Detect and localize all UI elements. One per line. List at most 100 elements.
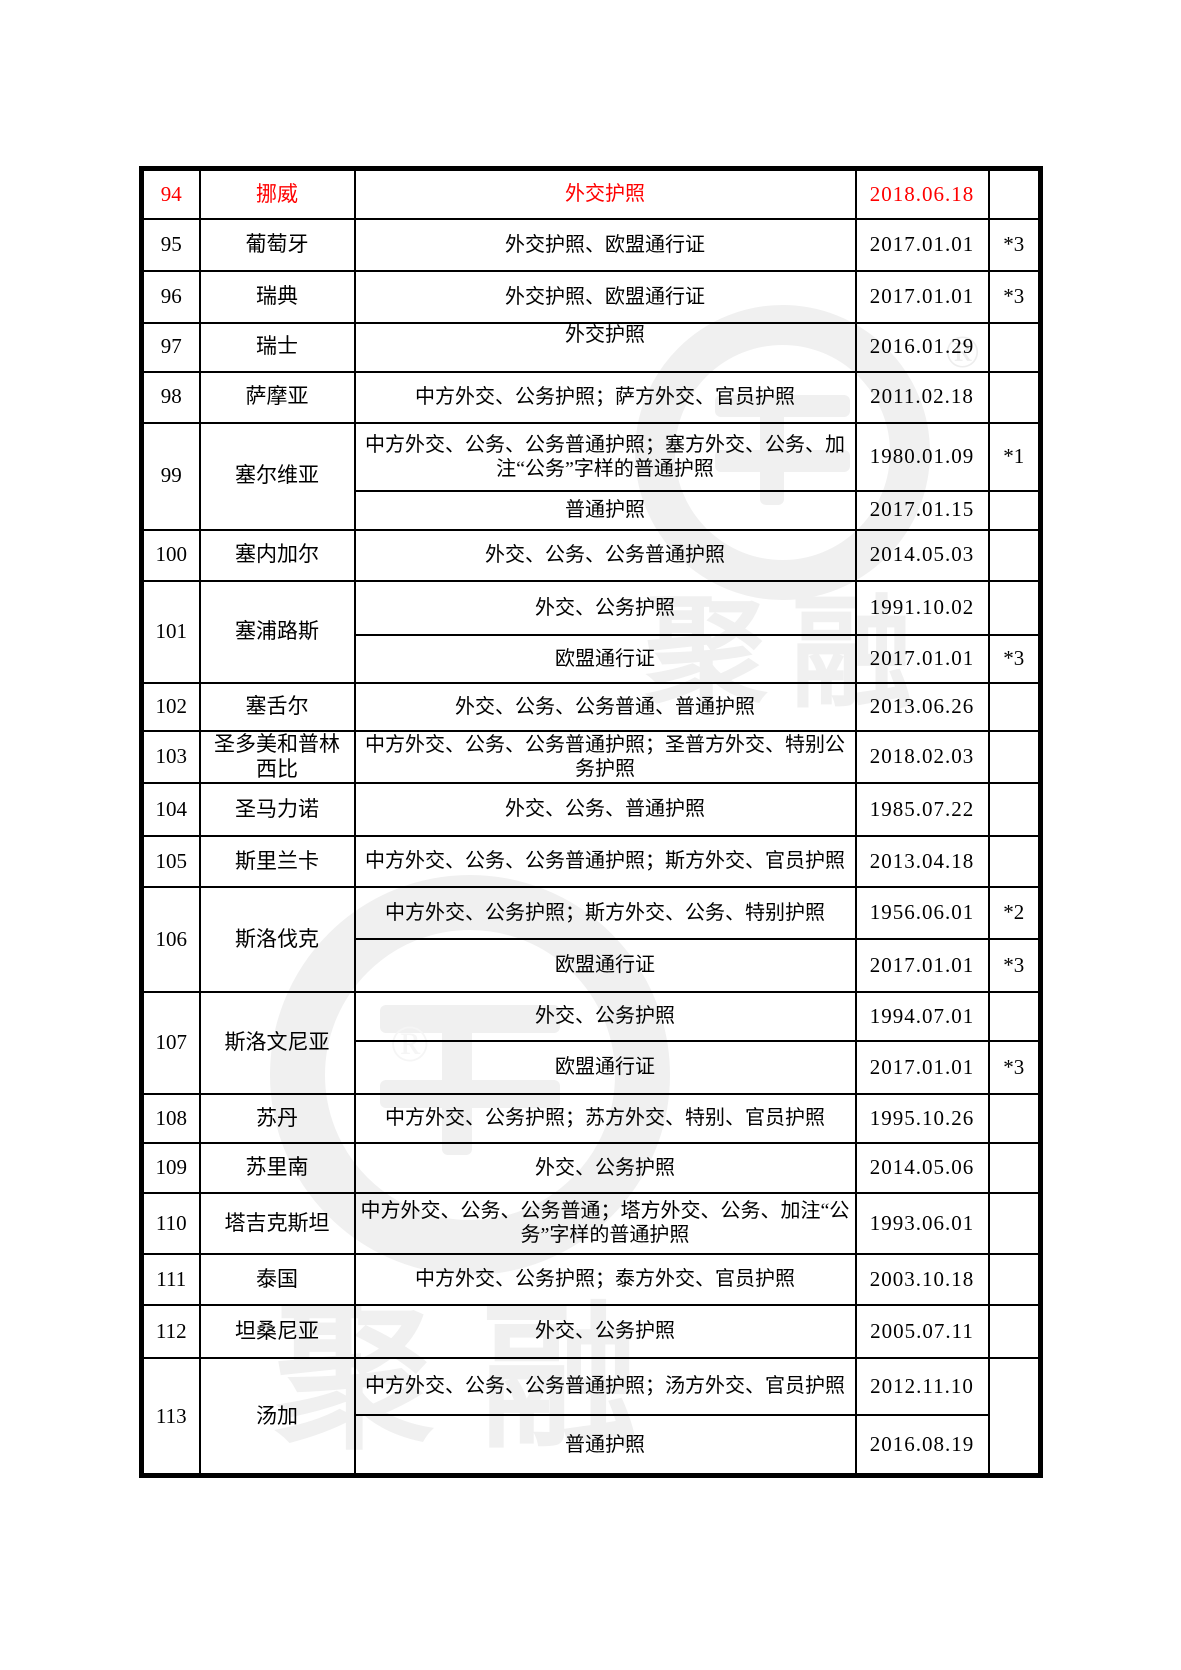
row-number-cell: 108 [140,1092,201,1144]
row-number-cell: 98 [140,370,201,424]
table-row-106-1: 106 斯洛伐克 中方外交、公务护照；斯方外交、公务、特别护照 1956.06.01 *… [140,885,1042,993]
date-cell: 2012.11.10 [854,1356,990,1416]
table-row-106-2: 欧盟通行证 2017.01.01 *3 [142,937,1042,993]
table-row-97: 97 瑞士 外交护照 2016.01.29 [140,321,1042,373]
country-cell: 瑞典 [198,269,356,324]
date-cell: 2013.04.18 [854,834,990,888]
table-row-94: 94 挪威 外交护照 2018.06.18 [140,167,1042,220]
note-cell [987,729,1042,784]
country-cell: 斯洛伐克 [198,885,356,993]
passport-types-cell: 外交护照、欧盟通行证 [353,217,857,272]
note-cell [987,990,1042,1042]
note-cell: *3 [987,217,1042,272]
passport-types-cell: 外交、公务护照 [353,1141,857,1194]
row-number-cell: 100 [140,528,201,582]
date-cell: 1994.07.01 [854,990,990,1042]
table-row-108: 108 苏丹 中方外交、公务护照；苏方外交、特别、官员护照 1995.10.26 [140,1092,1042,1144]
date-cell: 1991.10.02 [854,579,990,636]
date-cell: 1980.01.09 [854,421,990,492]
note-cell: *3 [987,633,1042,684]
country-cell: 塞舌尔 [198,681,356,732]
table-row-104: 104 圣马力诺 外交、公务、普通护照 1985.07.22 [140,781,1042,837]
note-cell: *1 [987,421,1042,492]
note-cell [987,579,1042,636]
row-number-cell: 106 [140,885,201,993]
table-row-107-2: 欧盟通行证 2017.01.01 *3 [142,1039,1042,1095]
row-number-cell: 103 [140,729,201,784]
table-row-113-1: 113 汤加 中方外交、公务、公务普通护照；汤方外交、官员护照 2012.11.10 [140,1356,1042,1477]
note-cell [987,528,1042,582]
date-cell: 2011.02.18 [854,370,990,424]
table-row-107-1: 107 斯洛文尼亚 外交、公务护照 1994.07.01 [140,990,1042,1095]
country-cell: 泰国 [198,1252,356,1306]
date-cell: 2003.10.18 [854,1252,990,1306]
country-cell: 塞内加尔 [198,528,356,582]
row-number-cell: 107 [140,990,201,1095]
row-number-cell: 97 [140,321,201,373]
date-cell: 2005.07.11 [854,1303,990,1359]
row-number-cell: 96 [140,269,201,324]
row-number-cell: 95 [140,217,201,272]
note-cell [987,681,1042,732]
passport-types-cell: 外交、公务、公务普通、普通护照 [353,681,857,732]
table-row-103: 103 圣多美和普林西比 中方外交、公务、公务普通护照；圣普方外交、特别公务护照 20… [140,729,1042,784]
note-cell [987,1303,1042,1359]
date-cell: 2016.01.29 [854,321,990,373]
country-cell: 圣马力诺 [198,781,356,837]
table-row-96: 96 瑞典 外交护照、欧盟通行证 2017.01.01 *3 [140,269,1042,324]
passport-types-cell: 外交护照 [353,321,857,373]
table-row-110: 110 塔吉克斯坦 中方外交、公务、公务普通；塔方外交、公务、加注“公务”字样的普通… [140,1191,1042,1255]
row-number-cell: 112 [140,1303,201,1359]
country-cell: 萨摩亚 [198,370,356,424]
passport-types-cell: 欧盟通行证 [353,1039,857,1095]
table-row-100: 100 塞内加尔 外交、公务、公务普通护照 2014.05.03 [140,528,1042,582]
country-cell: 塞浦路斯 [198,579,356,684]
country-cell: 挪威 [198,167,356,220]
row-number-cell: 104 [140,781,201,837]
row-number-cell: 102 [140,681,201,732]
table-container: 94 挪威 外交护照 2018.06.18 95 葡萄牙 外交护照、欧盟通行证 2017.01… [139,166,1043,1479]
date-cell: 2014.05.03 [854,528,990,582]
date-cell: 2017.01.01 [854,937,990,993]
table-row-105: 105 斯里兰卡 中方外交、公务、公务普通护照；斯方外交、官员护照 2013.04.1… [140,834,1042,888]
passport-types-cell: 普通护照 [353,1413,857,1477]
passport-types-cell: 外交护照、欧盟通行证 [353,269,857,324]
table-row-102: 102 塞舌尔 外交、公务、公务普通、普通护照 2013.06.26 [140,681,1042,732]
passport-types-cell: 欧盟通行证 [353,937,857,993]
note-cell [987,1252,1042,1306]
table-row-99-1: 99 塞尔维亚 中方外交、公务、公务普通护照；塞方外交、公务、加注“公务”字样的普通… [140,421,1042,531]
note-cell [987,1191,1042,1255]
passport-types-cell: 中方外交、公务护照；萨方外交、官员护照 [353,370,857,424]
country-cell: 斯里兰卡 [198,834,356,888]
passport-types-cell: 外交、公务护照 [353,1303,857,1359]
note-cell: *2 [987,885,1042,940]
passport-types-cell: 中方外交、公务护照；泰方外交、官员护照 [353,1252,857,1306]
table-row-112: 112 坦桑尼亚 外交、公务护照 2005.07.11 [140,1303,1042,1359]
date-cell: 2018.06.18 [854,167,990,220]
passport-types-cell: 外交、公务护照 [353,990,857,1042]
country-cell: 斯洛文尼亚 [198,990,356,1095]
country-cell: 汤加 [198,1356,356,1477]
country-cell: 塞尔维亚 [198,421,356,531]
date-cell: 1993.06.01 [854,1191,990,1255]
date-cell: 1995.10.26 [854,1092,990,1144]
date-cell: 2017.01.01 [854,1039,990,1095]
table-row-101-1: 101 塞浦路斯 外交、公务护照 1991.10.02 [140,579,1042,684]
passport-types-cell: 外交、公务护照 [353,579,857,636]
table-row-111: 111 泰国 中方外交、公务护照；泰方外交、官员护照 2003.10.18 [140,1252,1042,1306]
passport-types-cell: 中方外交、公务护照；斯方外交、公务、特别护照 [353,885,857,940]
country-cell: 瑞士 [198,321,356,373]
date-cell: 2014.05.06 [854,1141,990,1194]
row-number-cell: 101 [140,579,201,684]
table-row-113-2: 普通护照 2016.08.19 [142,1413,1041,1477]
country-cell: 坦桑尼亚 [198,1303,356,1359]
passport-types-cell: 外交、公务、公务普通护照 [353,528,857,582]
note-cell [987,1356,1042,1477]
passport-types-cell: 中方外交、公务、公务普通；塔方外交、公务、加注“公务”字样的普通护照 [353,1191,857,1255]
country-cell: 塔吉克斯坦 [198,1191,356,1255]
row-number-cell: 94 [140,167,201,220]
date-cell: 2017.01.01 [854,633,990,684]
date-cell: 2016.08.19 [854,1413,990,1477]
table-row-99-2: 普通护照 2017.01.15 [142,489,1042,531]
